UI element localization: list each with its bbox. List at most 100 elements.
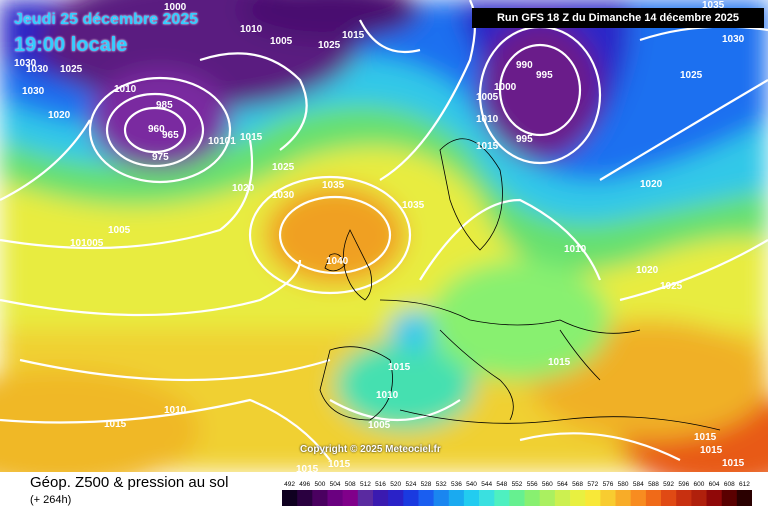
scale-swatch: [539, 490, 556, 506]
scale-label: 536: [451, 481, 462, 488]
svg-text:960: 960: [148, 124, 165, 135]
svg-text:985: 985: [156, 100, 173, 111]
svg-text:1030: 1030: [272, 190, 295, 201]
scale-label: 564: [557, 481, 568, 488]
scale-label: 612: [739, 481, 750, 488]
scale-swatch: [297, 490, 313, 506]
scale-swatch: [342, 490, 359, 506]
svg-text:1020: 1020: [640, 179, 663, 190]
scale-swatch: [448, 490, 465, 506]
svg-text:1015: 1015: [548, 357, 571, 368]
scale-label: 560: [542, 481, 553, 488]
scale-label: 556: [527, 481, 538, 488]
scale-swatch: [524, 490, 541, 506]
svg-text:1020: 1020: [232, 183, 255, 194]
scale-label: 496: [299, 481, 310, 488]
scale-swatch: [373, 490, 389, 506]
scale-label: 572: [587, 481, 598, 488]
scale-label: 568: [572, 481, 583, 488]
svg-text:1005: 1005: [476, 92, 499, 103]
scale-swatch: [721, 490, 738, 506]
svg-text:1025: 1025: [660, 281, 683, 292]
run-info: Run GFS 18 Z du Dimanche 14 décembre 202…: [472, 8, 764, 28]
scale-label: 508: [345, 481, 356, 488]
svg-text:1015: 1015: [328, 459, 351, 470]
svg-text:1025: 1025: [680, 70, 703, 81]
svg-text:995: 995: [516, 134, 533, 145]
scale-label: 548: [496, 481, 507, 488]
svg-text:1015: 1015: [240, 132, 263, 143]
svg-text:1025: 1025: [60, 64, 83, 75]
scale-swatch: [282, 490, 298, 506]
svg-text:1010: 1010: [564, 244, 587, 255]
svg-text:975: 975: [152, 152, 169, 163]
svg-text:1015: 1015: [476, 141, 499, 152]
scale-swatch: [615, 490, 631, 506]
scale-label: 544: [481, 481, 492, 488]
scale-label: 528: [421, 481, 432, 488]
svg-text:1035: 1035: [702, 0, 725, 11]
svg-text:1015: 1015: [700, 445, 723, 456]
svg-text:1015: 1015: [722, 458, 745, 469]
svg-text:1025: 1025: [272, 162, 295, 173]
lead-time: (+ 264h): [30, 494, 72, 506]
scale-swatch: [736, 490, 752, 506]
svg-text:1000: 1000: [164, 2, 187, 13]
scale-label: 604: [709, 481, 720, 488]
scale-swatch: [463, 490, 480, 506]
svg-text:1005: 1005: [270, 36, 293, 47]
svg-text:1005: 1005: [108, 225, 131, 236]
scale-swatch: [600, 490, 616, 506]
scale-label: 600: [693, 481, 704, 488]
scale-label: 532: [436, 481, 447, 488]
scale-swatch: [570, 490, 586, 506]
svg-text:995: 995: [536, 70, 553, 81]
svg-text:1015: 1015: [296, 464, 319, 472]
scale-swatch: [691, 490, 707, 506]
svg-text:1030: 1030: [22, 86, 45, 97]
scale-label: 584: [633, 481, 644, 488]
svg-text:1030: 1030: [14, 58, 37, 69]
svg-text:1035: 1035: [322, 180, 345, 191]
scale-label: 500: [314, 481, 325, 488]
scale-swatch: [418, 490, 434, 506]
scale-label: 504: [330, 481, 341, 488]
scale-swatch: [403, 490, 419, 506]
scale-label: 520: [390, 481, 401, 488]
pressure-labels: 1000 1005 1010 1015 1020 1025 1030 1035 …: [14, 0, 745, 472]
scale-label: 512: [360, 481, 371, 488]
svg-text:1025: 1025: [318, 40, 341, 51]
scale-label: 540: [466, 481, 477, 488]
scale-label: 592: [663, 481, 674, 488]
scale-swatch: [706, 490, 722, 506]
svg-text:1040: 1040: [326, 256, 349, 267]
scale-swatch: [479, 490, 495, 506]
scale-swatch: [509, 490, 525, 506]
scale-label: 516: [375, 481, 386, 488]
forecast-date: Jeudi 25 décembre 2025: [14, 11, 199, 28]
svg-text:101005: 101005: [70, 238, 104, 249]
chart-title: Géop. Z500 & pression au sol: [30, 474, 229, 491]
coastlines: [319, 138, 721, 431]
color-scale: 492 496 500 504 508 512 516 520 524 528 532 536 540 5…: [282, 481, 752, 506]
svg-text:1010: 1010: [476, 114, 499, 125]
svg-text:1020: 1020: [636, 265, 659, 276]
geopotential-field: [0, 0, 768, 472]
scale-label: 552: [512, 481, 523, 488]
svg-text:1035: 1035: [402, 200, 425, 211]
svg-text:1030: 1030: [722, 34, 745, 45]
scale-label: 524: [405, 481, 416, 488]
svg-text:1015: 1015: [342, 30, 365, 41]
scale-label: 580: [618, 481, 629, 488]
svg-text:1010: 1010: [114, 84, 137, 95]
svg-text:1015: 1015: [388, 362, 411, 373]
scale-label: 608: [724, 481, 735, 488]
copyright: Copyright © 2025 Meteociel.fr: [300, 444, 441, 455]
map-canvas: 1000 1005 1010 1015 1020 1025 1030 1035 …: [0, 0, 768, 472]
scale-label: 588: [648, 481, 659, 488]
svg-text:965: 965: [162, 130, 179, 141]
svg-text:1010: 1010: [240, 24, 263, 35]
scale-swatch: [433, 490, 450, 506]
svg-text:1010: 1010: [164, 405, 187, 416]
